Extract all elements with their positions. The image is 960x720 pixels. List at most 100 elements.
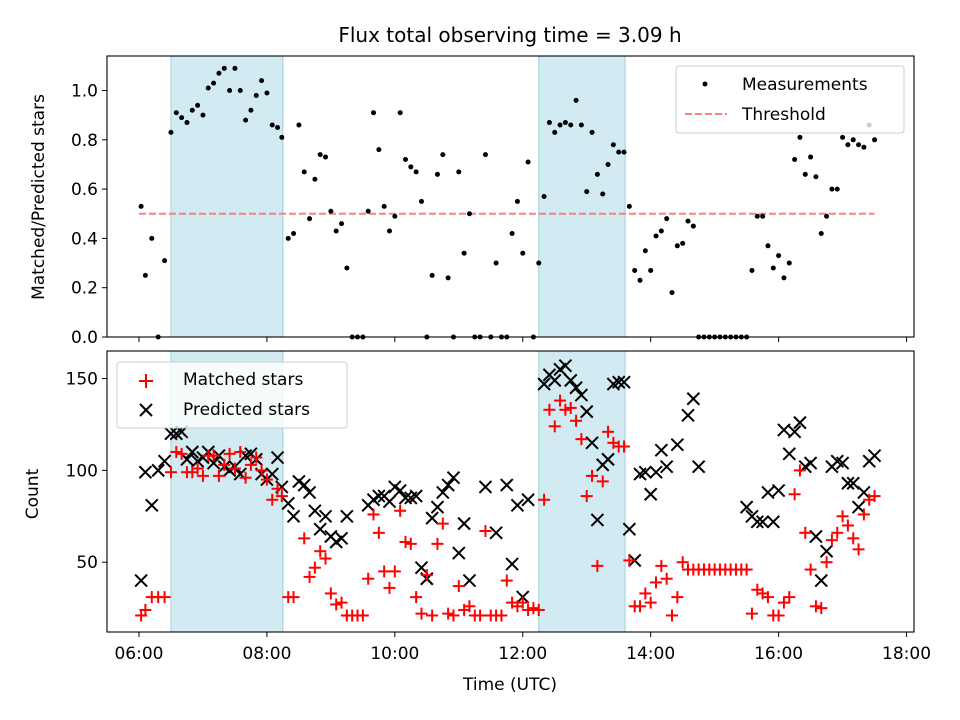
matched-point	[383, 581, 396, 594]
measurement-point	[637, 277, 643, 283]
matched-point	[639, 587, 652, 600]
predicted-point	[489, 526, 503, 540]
predicted-point	[145, 498, 159, 512]
matched-point	[793, 464, 806, 477]
x-tick-label: 18:00	[882, 644, 931, 664]
predicted-point	[846, 476, 860, 490]
predicted-point	[803, 456, 818, 470]
measurement-point	[429, 272, 435, 278]
measurement-point	[514, 198, 520, 204]
matched-point	[308, 561, 321, 574]
predicted-point	[814, 573, 828, 588]
measurement-point	[482, 152, 488, 158]
predicted-point	[761, 485, 775, 500]
bottom-x-axis: 06:00 08:00 10:00 12:00 14:00 16:00 18:00	[114, 632, 931, 664]
measurement-point	[216, 70, 222, 76]
bottom-legend-box	[116, 361, 348, 429]
predicted-point	[809, 529, 823, 544]
predicted-point	[739, 500, 754, 514]
matched-point	[783, 591, 796, 604]
matched-point	[228, 462, 241, 475]
matched-point	[836, 510, 849, 523]
predicted-point	[659, 459, 674, 474]
predicted-point	[857, 485, 871, 500]
measurement-point	[456, 169, 462, 175]
predicted-point	[446, 471, 461, 485]
measurement-point	[664, 216, 670, 222]
matched-point	[479, 524, 492, 537]
predicted-point	[585, 436, 599, 450]
measurement-point	[387, 228, 393, 234]
measurement-point	[642, 248, 648, 254]
measurement-point	[520, 250, 526, 256]
measurement-point	[818, 230, 824, 236]
shaded-interval	[538, 55, 626, 338]
bottom-legend: Matched stars Predicted stars	[116, 361, 348, 429]
measurement-point	[813, 174, 819, 180]
predicted-point	[164, 426, 178, 441]
matched-point	[415, 607, 428, 620]
measurement-point	[626, 203, 632, 209]
matched-point	[298, 532, 311, 545]
x-tick-label: 06:00	[114, 644, 163, 664]
predicted-point	[787, 425, 802, 439]
matched-point	[580, 490, 593, 503]
measurement-point	[466, 211, 472, 217]
predicted-point	[185, 445, 199, 459]
matched-point	[777, 596, 790, 609]
predicted-point	[180, 452, 194, 467]
matched-point	[655, 559, 668, 572]
predicted-point	[441, 478, 455, 492]
measurement-point	[434, 171, 440, 177]
predicted-point	[771, 483, 786, 498]
matched-point	[452, 580, 465, 593]
measurement-point	[493, 260, 499, 266]
measurement-point	[307, 216, 313, 222]
matched-point	[847, 532, 860, 545]
matched-point	[420, 569, 433, 582]
predicted-point	[686, 392, 701, 406]
predicted-point	[265, 467, 279, 481]
measurement-point	[680, 240, 686, 246]
measurement-point	[792, 157, 798, 163]
matched-point	[868, 490, 881, 503]
measurement-point	[509, 230, 515, 236]
matched-point	[164, 466, 177, 479]
top-legend-box	[675, 65, 905, 134]
predicted-point	[308, 504, 322, 518]
measurement-point	[850, 137, 856, 143]
matched-point	[431, 537, 444, 550]
matched-point	[218, 458, 231, 471]
measurement-point	[749, 267, 755, 273]
predicted-point	[297, 478, 311, 492]
predicted-point	[334, 531, 349, 546]
measurement-point	[685, 218, 691, 224]
legend-measurements-marker	[702, 81, 708, 87]
predicted-point	[430, 500, 445, 514]
matched-point	[788, 488, 801, 501]
predicted-point	[398, 491, 413, 505]
matched-point	[324, 587, 337, 600]
measurement-point	[674, 243, 680, 249]
measurement-point	[621, 149, 627, 155]
measurement-point	[264, 90, 270, 96]
bottom-panel: 50 100 150 06:00 08:00 10:00 12:00 14:00 16:00 1…	[23, 350, 931, 695]
matched-point	[522, 603, 535, 616]
matched-point	[516, 596, 529, 609]
matched-point	[303, 570, 316, 583]
predicted-point	[564, 373, 578, 388]
matched-point	[527, 602, 540, 615]
predicted-point	[654, 443, 669, 457]
predicted-point	[590, 513, 605, 527]
measurement-point	[162, 258, 168, 264]
predicted-point	[409, 489, 423, 503]
top-y-axis-label: Matched/Predicted stars	[29, 94, 49, 300]
predicted-point	[638, 465, 653, 479]
x-axis-label: Time (UTC)	[462, 675, 557, 695]
matched-point	[820, 556, 833, 569]
predicted-point	[505, 557, 519, 571]
legend-predicted-marker	[139, 403, 153, 417]
measurement-point	[328, 208, 334, 214]
measurement-point	[648, 267, 654, 273]
measurement-point	[227, 88, 233, 94]
